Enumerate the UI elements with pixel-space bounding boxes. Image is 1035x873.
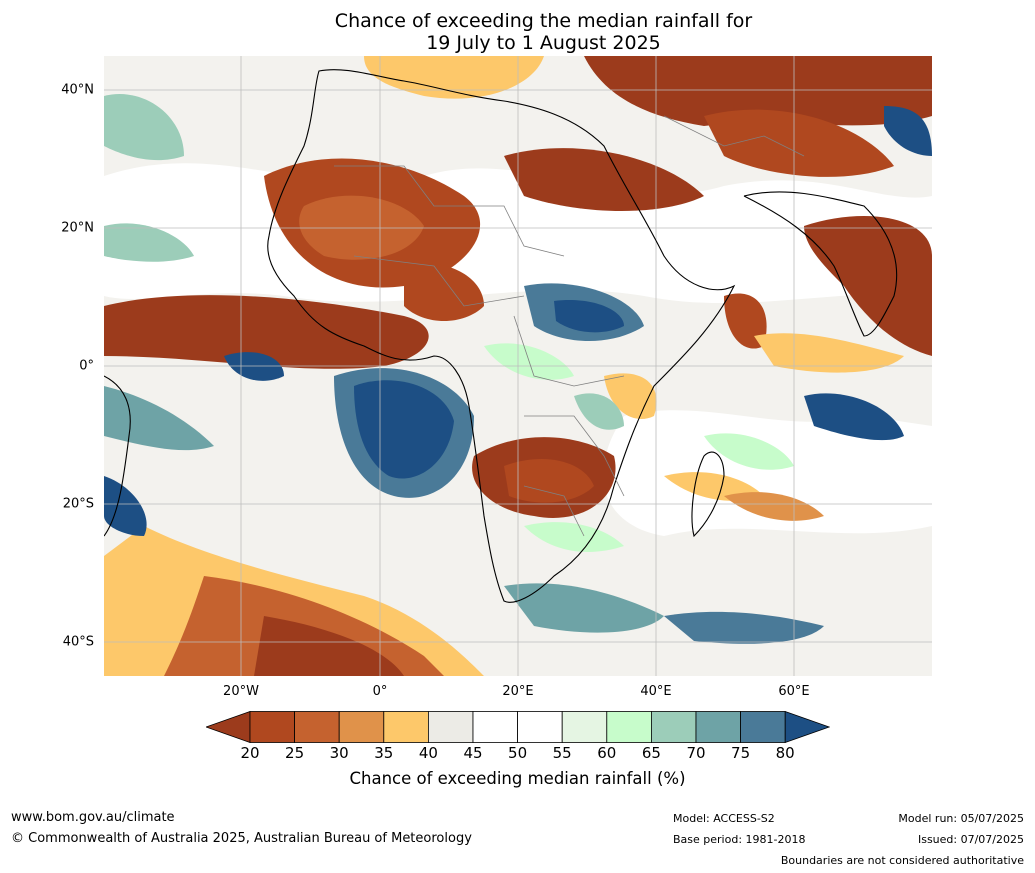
colorbar-tick-label: 25 [285,744,305,762]
lat-label-40s: 40°S [62,634,94,650]
title-line-1: Chance of exceeding the median rainfall … [334,10,753,32]
colorbar-tick-label: 65 [641,744,661,762]
footer-model: Model: ACCESS-S2 [673,812,775,825]
map-title: Chance of exceeding the median rainfall … [0,10,1035,54]
colorbar-segment [606,711,652,743]
colorbar [204,710,831,747]
colorbar-segment [517,711,563,743]
rainfall-map [104,56,932,676]
footer-website: www.bom.gov.au/climate [11,810,175,825]
colorbar-tick-label: 75 [731,744,751,762]
map-canvas [104,56,932,676]
lon-label-20w: 20°W [223,684,259,699]
colorbar-tick-label: 60 [597,744,617,762]
colorbar-segment [740,711,786,743]
colorbar-segment [383,711,429,743]
colorbar-tick-label: 40 [418,744,438,762]
footer-disclaimer: Boundaries are not considered authoritat… [780,854,1024,867]
colorbar-tick-label: 70 [686,744,706,762]
lat-label-0: 0° [79,358,94,374]
title-line-2: 19 July to 1 August 2025 [426,32,661,54]
colorbar-tick-label: 80 [775,744,795,762]
colorbar-label: Chance of exceeding median rainfall (%) [349,769,686,788]
lat-label-20s: 20°S [62,496,94,512]
colorbar-segment [561,711,608,743]
lon-label-40e: 40°E [640,684,672,699]
lon-label-60e: 60°E [778,684,810,699]
colorbar-tick-label: 20 [240,744,260,762]
colorbar-tick-label: 55 [552,744,572,762]
colorbar-tick-label: 45 [463,744,483,762]
colorbar-segment [427,711,474,743]
lon-label-0: 0° [372,684,388,699]
footer-base-period: Base period: 1981-2018 [673,833,806,846]
colorbar-tick-label: 30 [329,744,349,762]
colorbar-segment [650,711,697,743]
colorbar-segment [249,711,295,743]
colorbar-graphic [204,710,831,744]
footer-copyright: © Commonwealth of Australia 2025, Austra… [11,831,472,846]
colorbar-segment [338,711,385,743]
colorbar-tick-label: 50 [508,744,528,762]
colorbar-segment [472,711,518,743]
lon-label-20e: 20°E [502,684,534,699]
colorbar-segment [695,711,741,743]
colorbar-tick-label: 35 [374,744,394,762]
colorbar-arrow-high [784,710,831,744]
colorbar-segment [294,711,340,743]
lat-label-40n: 40°N [61,82,94,98]
footer-model-run: Model run: 05/07/2025 [898,812,1024,825]
lat-label-20n: 20°N [61,220,94,236]
footer-issued: Issued: 07/07/2025 [917,833,1024,846]
colorbar-arrow-low [204,710,251,744]
